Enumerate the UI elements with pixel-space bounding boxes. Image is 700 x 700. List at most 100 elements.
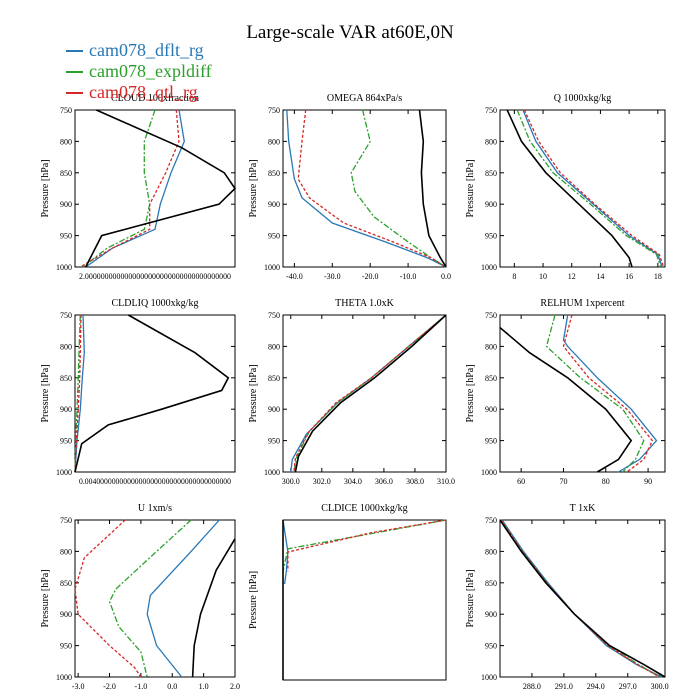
series-line-2-cam078_qtl_rg [523, 109, 665, 268]
x-tick-label-2-5: 18 [654, 272, 662, 281]
panel-frame-5 [499, 314, 666, 473]
y-axis-label-6: Pressure [hPa] [40, 569, 51, 627]
legend-label-qtl: cam078_qtl_rg [89, 82, 198, 102]
series-line-2-cam078_dflt_rg [522, 109, 663, 268]
series-line-0-black [84, 109, 237, 268]
panel-title-3: CLDLIQ 1000xkg/kg [112, 298, 199, 309]
series-line-1-cam078_qtl_rg [297, 109, 447, 268]
series-line-4-cam078_dflt_rg [290, 314, 447, 473]
x-tick-label-8-0: 288.0 [523, 682, 541, 691]
series-line-4-cam078_expldiff [293, 314, 447, 473]
panel-title-5: RELHUM 1xpercent [540, 298, 624, 309]
panel-title-4: THETA 1.0xK [335, 298, 394, 309]
legend: cam078_dflt_rg cam078_expldiff cam078_qt… [66, 40, 212, 103]
x-tick-label-1-4: 0.0 [441, 272, 451, 281]
series-line-6-cam078_qtl_rg [74, 519, 142, 678]
panel-frame-0 [74, 109, 236, 268]
y-tick-label-0-5: 1000 [56, 263, 72, 272]
y-axis-label-5: Pressure [hPa] [465, 364, 476, 422]
y-tick-label-2-0: 750 [485, 106, 497, 115]
y-tick-label-6-1: 800 [60, 547, 72, 556]
series-line-1-cam078_dflt_rg [286, 109, 447, 268]
x-tick-label-0-0: 2.0000000000000000000000000000000000000 [79, 272, 231, 281]
y-tick-label-3-0: 750 [60, 311, 72, 320]
x-tick-label-2-1: 10 [539, 272, 547, 281]
series-line-4-cam078_qtl_rg [293, 314, 447, 473]
y-tick-label-4-1: 800 [268, 342, 280, 351]
x-tick-label-6-0: -3.0 [72, 682, 85, 691]
y-tick-label-1-2: 850 [268, 169, 280, 178]
series-line-7-cam078_dflt_rg [282, 519, 289, 585]
x-tick-label-4-0: 300.0 [282, 477, 300, 486]
series-line-5-cam078_qtl_rg [562, 314, 654, 473]
series-line-5-cam078_expldiff [545, 314, 645, 473]
panel-frame-7 [282, 519, 447, 681]
y-axis-label-7: Pressure [hPa] [248, 571, 259, 629]
series-line-8-cam078_dflt_rg [501, 519, 663, 678]
y-tick-label-2-2: 850 [485, 169, 497, 178]
y-tick-label-3-4: 950 [60, 437, 72, 446]
legend-label-dflt: cam078_dflt_rg [89, 40, 204, 60]
series-line-4-black [294, 314, 447, 473]
legend-label-expldiff: cam078_expldiff [89, 61, 212, 81]
x-tick-label-5-0: 60 [517, 477, 525, 486]
x-tick-label-6-4: 1.0 [199, 682, 209, 691]
panel-title-0: CLOUD 100xfraction [111, 93, 199, 104]
series-line-0-cam078_expldiff [82, 109, 156, 268]
legend-swatch-expldiff [66, 70, 83, 73]
y-tick-label-5-4: 950 [485, 437, 497, 446]
y-tick-label-3-5: 1000 [56, 468, 72, 477]
y-tick-label-6-4: 950 [60, 642, 72, 651]
series-line-2-cam078_expldiff [516, 109, 662, 268]
y-tick-label-1-1: 800 [268, 137, 280, 146]
series-line-3-cam078_dflt_rg [74, 314, 85, 473]
x-tick-label-5-2: 80 [602, 477, 610, 486]
x-tick-label-2-4: 16 [625, 272, 633, 281]
y-tick-label-5-0: 750 [485, 311, 497, 320]
y-tick-label-3-2: 850 [60, 374, 72, 383]
x-tick-label-5-1: 70 [559, 477, 567, 486]
y-tick-label-4-3: 900 [268, 405, 280, 414]
y-tick-label-2-3: 900 [485, 200, 497, 209]
legend-item-dflt: cam078_dflt_rg [66, 40, 212, 61]
panel-title-2: Q 1000xkg/kg [554, 93, 612, 104]
y-tick-label-8-3: 900 [485, 610, 497, 619]
y-tick-label-0-0: 750 [60, 106, 72, 115]
legend-swatch-qtl [66, 91, 83, 94]
y-axis-label-0: Pressure [hPa] [40, 159, 51, 217]
legend-item-expldiff: cam078_expldiff [66, 61, 212, 82]
x-tick-label-2-0: 8 [512, 272, 516, 281]
panel-frame-4 [282, 314, 447, 473]
y-tick-label-5-5: 1000 [481, 468, 497, 477]
x-tick-label-2-2: 12 [568, 272, 576, 281]
y-tick-label-6-5: 1000 [56, 673, 72, 682]
x-tick-label-6-5: 2.0 [230, 682, 240, 691]
y-tick-label-5-3: 900 [485, 405, 497, 414]
x-tick-label-5-3: 90 [644, 477, 652, 486]
panel-frame-1 [282, 109, 447, 268]
series-line-6-cam078_expldiff [108, 519, 192, 678]
x-tick-label-1-3: -10.0 [400, 272, 417, 281]
panel-frame-6 [74, 519, 236, 678]
y-tick-label-6-3: 900 [60, 610, 72, 619]
series-line-7-cam078_expldiff [282, 519, 447, 572]
y-tick-label-5-2: 850 [485, 374, 497, 383]
panel-frame-8 [499, 519, 666, 678]
y-tick-label-2-4: 950 [485, 232, 497, 241]
y-axis-label-1: Pressure [hPa] [248, 159, 259, 217]
y-tick-label-2-1: 800 [485, 137, 497, 146]
series-line-2-black [506, 109, 633, 268]
x-tick-label-6-3: 0.0 [167, 682, 177, 691]
panel-frame-2 [499, 109, 666, 268]
y-tick-label-4-0: 750 [268, 311, 280, 320]
panel-title-1: OMEGA 864xPa/s [327, 93, 402, 104]
panel-title-6: U 1xm/s [138, 503, 172, 514]
x-tick-label-2-3: 14 [596, 272, 604, 281]
series-line-8-cam078_qtl_rg [500, 519, 661, 678]
y-tick-label-8-5: 1000 [481, 673, 497, 682]
y-axis-label-3: Pressure [hPa] [40, 364, 51, 422]
x-tick-label-6-2: -1.0 [135, 682, 148, 691]
y-tick-label-4-5: 1000 [264, 468, 280, 477]
series-line-3-cam078_expldiff [74, 314, 81, 473]
